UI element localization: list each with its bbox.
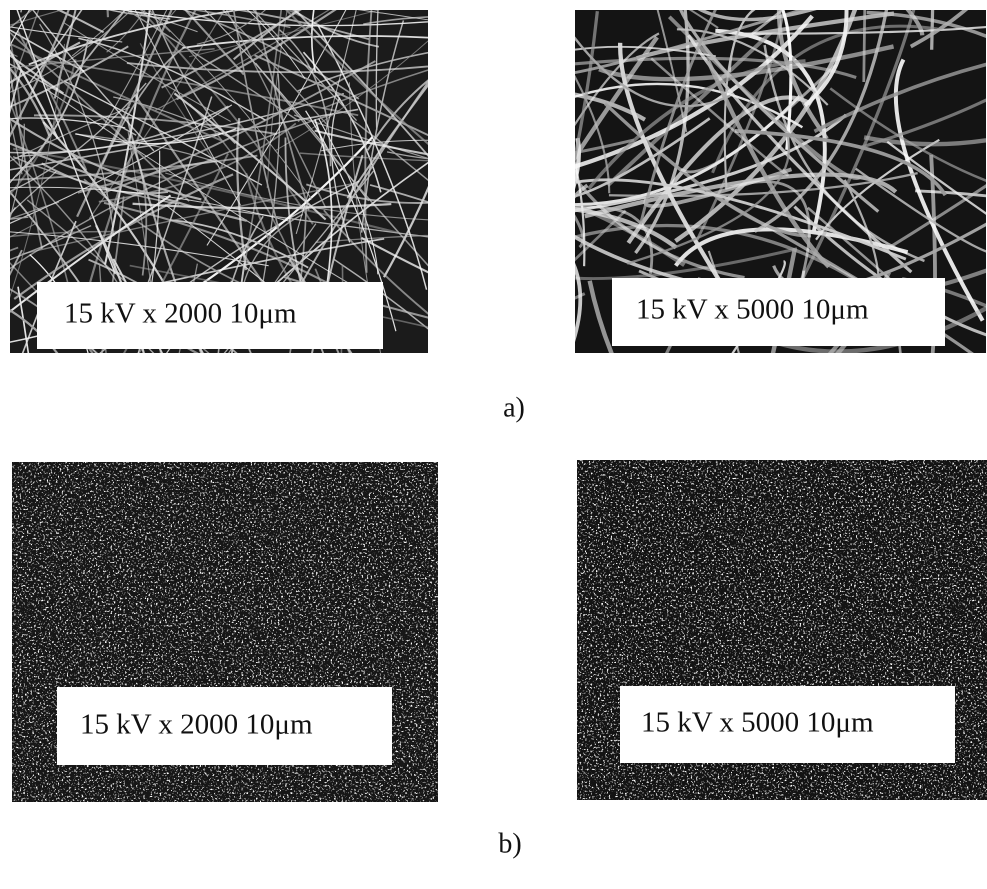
fiber bbox=[0, 12, 3, 179]
fiber bbox=[236, 0, 313, 9]
image-caption: 15 kV x 2000 10μm bbox=[64, 298, 297, 330]
fiber bbox=[536, 218, 562, 462]
fiber bbox=[499, 254, 580, 468]
fiber bbox=[0, 0, 330, 6]
fiber bbox=[108, 0, 229, 9]
fiber bbox=[0, 0, 108, 11]
fiber bbox=[540, 191, 571, 421]
fiber bbox=[0, 40, 1, 132]
fiber bbox=[436, 138, 578, 400]
panel-label: a) bbox=[503, 392, 525, 423]
image-caption: 15 kV x 2000 10μm bbox=[80, 709, 313, 741]
fiber bbox=[434, 116, 552, 208]
figure: 15 kV x 2000 10μm 15 kV x 5000 10μm a) 1… bbox=[0, 0, 987, 884]
fiber bbox=[101, 0, 272, 3]
image-caption: 15 kV x 5000 10μm bbox=[636, 294, 869, 326]
fiber bbox=[423, 43, 582, 247]
image-caption: 15 kV x 5000 10μm bbox=[641, 707, 874, 739]
fiber bbox=[78, 0, 229, 2]
panel-label: b) bbox=[498, 828, 521, 859]
